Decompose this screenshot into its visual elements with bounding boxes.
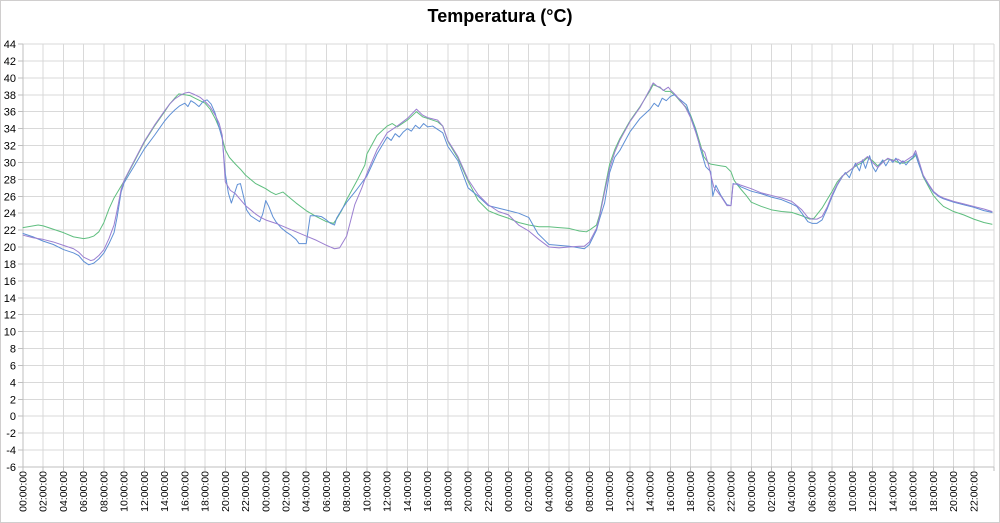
y-axis-tick-label: 10 — [4, 327, 16, 339]
x-axis-tick-label: 10:00:00 — [604, 471, 616, 512]
x-axis-tick-label: 20:00:00 — [948, 471, 960, 512]
x-axis-tick-label: 06:00:00 — [564, 471, 576, 512]
series-line-blue — [22, 94, 993, 266]
x-axis-tick-label: 20:00:00 — [220, 471, 232, 512]
x-axis-tick-label: 04:00:00 — [58, 471, 70, 512]
x-axis-tick-label: 16:00:00 — [422, 471, 434, 512]
series-line-purple — [22, 82, 993, 262]
y-axis-tick-label: 38 — [4, 90, 16, 102]
x-axis-tick-label: 18:00:00 — [200, 471, 212, 512]
y-axis-tick-label: 16 — [4, 276, 16, 288]
x-axis-tick-label: 16:00:00 — [665, 471, 677, 512]
y-axis-tick-label: 36 — [4, 107, 16, 119]
x-axis-tick-label: 16:00:00 — [179, 471, 191, 512]
y-axis-tick-label: -4 — [6, 445, 16, 457]
x-axis-tick-label: 04:00:00 — [301, 471, 313, 512]
x-axis-tick-label: 08:00:00 — [584, 471, 596, 512]
y-axis-tick-label: 42 — [4, 56, 16, 68]
x-axis-tick-label: 12:00:00 — [382, 471, 394, 512]
x-axis-tick-label: 16:00:00 — [908, 471, 920, 512]
x-axis-tick-label: 10:00:00 — [119, 471, 131, 512]
y-axis-tick-labels: 4442403836343230282624222018161412108642… — [4, 39, 16, 474]
y-axis-tick-label: 8 — [10, 344, 16, 356]
x-axis-tick-label: 22:00:00 — [726, 471, 738, 512]
y-axis-tick-label: 22 — [4, 225, 16, 237]
x-axis-tick-label: 08:00:00 — [341, 471, 353, 512]
x-axis-tick-label: 20:00:00 — [705, 471, 717, 512]
x-axis-tick-label: 18:00:00 — [928, 471, 940, 512]
x-axis-tick-label: 08:00:00 — [98, 471, 110, 512]
y-axis-tick-label: 32 — [4, 141, 16, 153]
x-axis-tick-label: 02:00:00 — [523, 471, 535, 512]
y-axis-tick-label: 20 — [4, 242, 16, 254]
y-axis-tick-label: 26 — [4, 191, 16, 203]
x-axis-tick-label: 00:00:00 — [260, 471, 272, 512]
y-axis-tick-label: -2 — [6, 428, 16, 440]
y-axis-tick-label: 24 — [4, 208, 16, 220]
y-axis-tick-label: 4 — [10, 377, 16, 389]
x-axis-tick-label: 10:00:00 — [361, 471, 373, 512]
y-axis-tick-label: 34 — [4, 124, 16, 136]
x-axis-tick-label: 14:00:00 — [887, 471, 899, 512]
chart-title: Temperatura (°C) — [427, 6, 573, 26]
x-axis-tick-label: 04:00:00 — [786, 471, 798, 512]
y-axis-tick-label: 30 — [4, 157, 16, 169]
x-axis-tick-label: 10:00:00 — [847, 471, 859, 512]
x-axis-tick-label: 12:00:00 — [867, 471, 879, 512]
x-axis-tick-label: 22:00:00 — [968, 471, 980, 512]
x-axis-tick-label: 20:00:00 — [463, 471, 475, 512]
x-axis-tick-label: 00:00:00 — [746, 471, 758, 512]
x-axis-tick-label: 06:00:00 — [321, 471, 333, 512]
y-axis-tick-label: 44 — [4, 39, 16, 51]
x-axis-tick-label: 00:00:00 — [18, 471, 30, 512]
y-axis-tick-label: 14 — [4, 293, 16, 305]
axes — [18, 43, 995, 471]
x-axis-tick-label: 18:00:00 — [442, 471, 454, 512]
x-axis-tick-label: 12:00:00 — [139, 471, 151, 512]
x-axis-tick-label: 06:00:00 — [806, 471, 818, 512]
x-axis-tick-label: 22:00:00 — [240, 471, 252, 512]
gridlines — [22, 43, 995, 468]
series-line-green — [22, 84, 993, 240]
y-axis-tick-label: -6 — [6, 462, 16, 474]
x-axis-tick-label: 00:00:00 — [503, 471, 515, 512]
x-axis-tick-label: 02:00:00 — [766, 471, 778, 512]
y-axis-tick-label: 18 — [4, 259, 16, 271]
x-axis-tick-label: 04:00:00 — [543, 471, 555, 512]
x-axis-tick-label: 22:00:00 — [483, 471, 495, 512]
y-axis-tick-label: 0 — [10, 411, 16, 423]
x-axis-tick-label: 02:00:00 — [280, 471, 292, 512]
x-axis-tick-labels: 00:00:00 02:00:00 04:00:00 06:00:00 08:00:00… — [18, 471, 981, 512]
x-axis-tick-label: 12:00:00 — [624, 471, 636, 512]
x-axis-tick-label: 18:00:00 — [685, 471, 697, 512]
x-axis-tick-label: 14:00:00 — [645, 471, 657, 512]
y-axis-tick-label: 6 — [10, 360, 16, 372]
x-axis-tick-label: 06:00:00 — [78, 471, 90, 512]
y-axis-tick-label: 12 — [4, 310, 16, 322]
x-axis-tick-label: 14:00:00 — [402, 471, 414, 512]
y-axis-tick-label: 28 — [4, 174, 16, 186]
y-axis-tick-label: 2 — [10, 394, 16, 406]
x-axis-tick-label: 14:00:00 — [159, 471, 171, 512]
x-axis-tick-label: 02:00:00 — [38, 471, 50, 512]
y-axis-tick-label: 40 — [4, 73, 16, 85]
x-axis-tick-label: 08:00:00 — [827, 471, 839, 512]
